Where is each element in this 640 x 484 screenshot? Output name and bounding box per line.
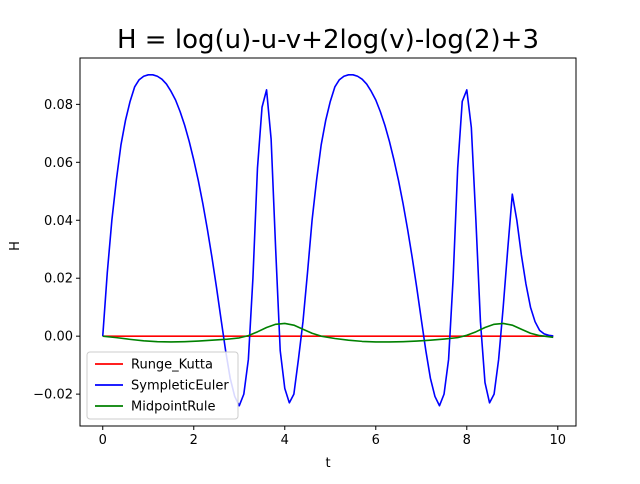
series-line-sympleticeuler [101,74,554,407]
legend-box [86,351,239,420]
y-tick-label-2: 0.02 [44,272,73,287]
plot-area: 0 2 4 6 8 10 −0.02 0.00 0.02 0.04 0.06 0.08 Runge_Ku… [33,57,577,448]
legend-label-0: Runge_Kutta [131,358,213,373]
x-tick-label-2: 4 [281,433,289,448]
y-tick-label-4: 0.06 [44,156,73,171]
legend-label-1: SympleticEuler [131,379,229,394]
y-tick-label-5: 0.08 [44,98,73,113]
y-tick-label-1: 0.00 [44,330,73,345]
x-tick-label-1: 2 [190,433,198,448]
x-tick-label-5: 10 [550,433,567,448]
y-axis-label: H [8,241,23,251]
y-tick-label-3: 0.04 [44,214,73,229]
x-tick-label-4: 8 [463,433,471,448]
x-tick-label-3: 6 [372,433,380,448]
series-group [101,74,554,407]
series-line-midpointrule [102,322,554,343]
x-tick-label-0: 0 [99,433,107,448]
legend-label-2: MidpointRule [131,400,216,415]
y-tick-label-0: −0.02 [33,388,73,403]
chart-title: H = log(u)-u-v+2log(v)-log(2)+3 [117,25,539,55]
x-axis-label: t [325,456,330,471]
axes-frame [79,57,577,427]
